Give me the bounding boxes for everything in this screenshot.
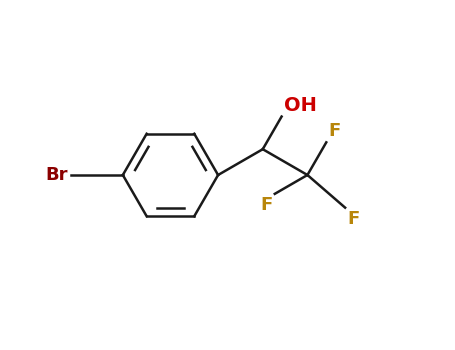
Text: F: F xyxy=(328,122,340,140)
Text: F: F xyxy=(347,210,359,228)
Text: OH: OH xyxy=(283,96,317,114)
Text: F: F xyxy=(261,196,273,214)
Text: Br: Br xyxy=(46,166,68,184)
